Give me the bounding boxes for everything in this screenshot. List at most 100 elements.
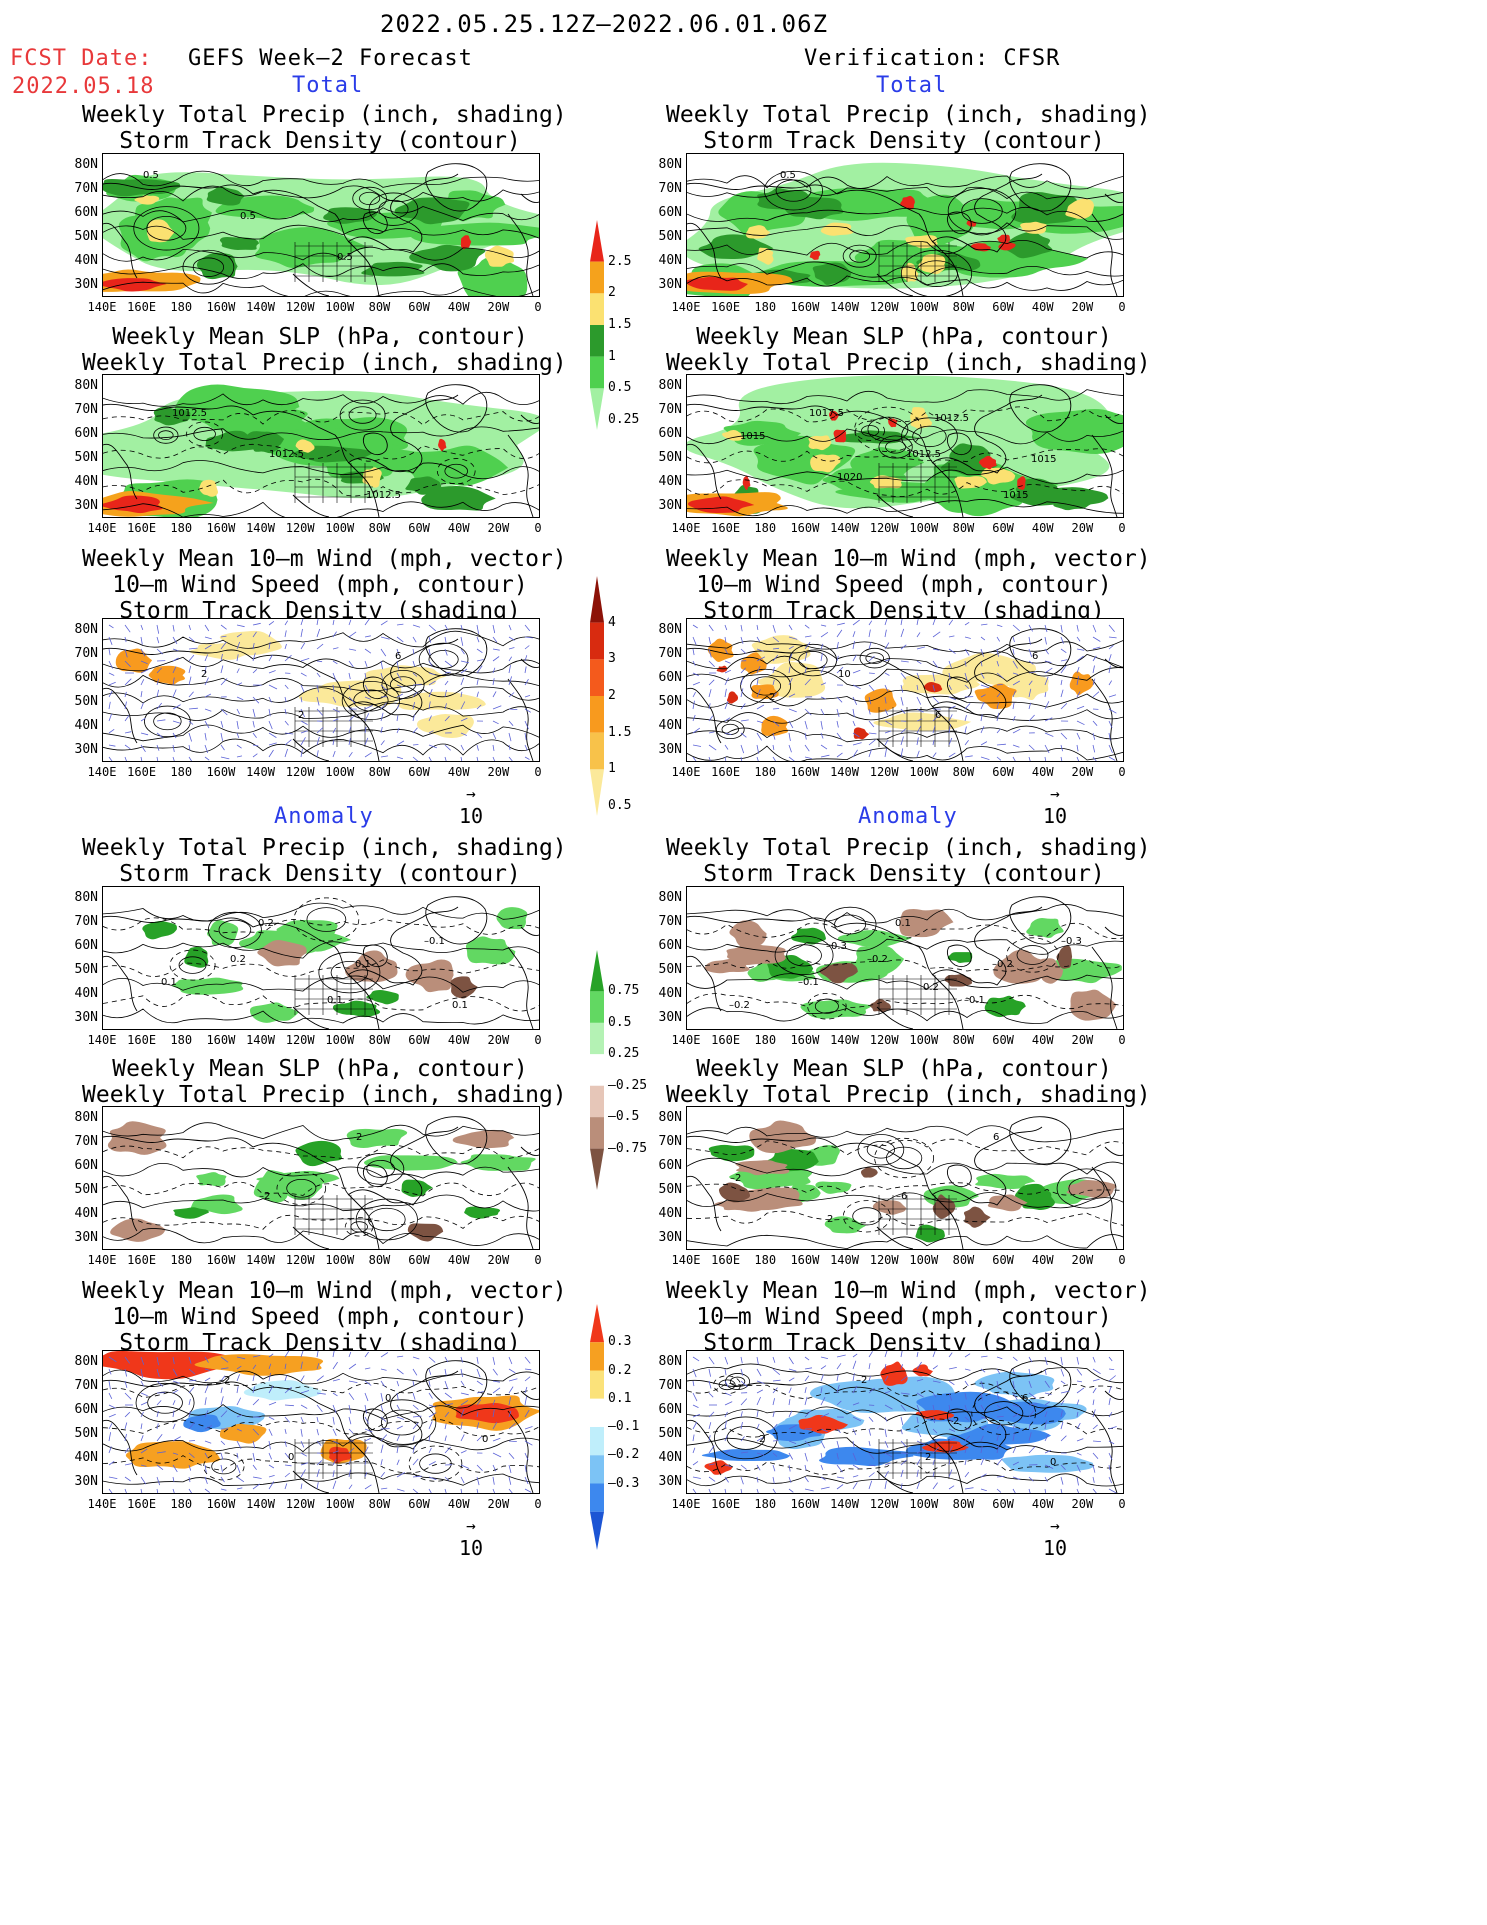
lon-tick: 140W <box>830 1497 859 1511</box>
contour-label: 0.5 <box>780 170 796 181</box>
gefs-anomaly-slp-map: –2 2 <box>102 1106 540 1250</box>
contour-label: 1015 <box>740 431 765 442</box>
lon-tick: 100W <box>909 300 939 314</box>
lon-tick: 180 <box>754 1497 777 1511</box>
contour-label: 1015 <box>1003 490 1028 501</box>
lon-tick: 20W <box>487 300 510 314</box>
colorbar-swatch <box>590 388 604 430</box>
lat-tick: 40N <box>658 1206 682 1221</box>
fcst-label: FCST Date: <box>10 46 153 71</box>
contour-label: 1020 <box>837 472 862 483</box>
lon-tick: 180 <box>170 1497 193 1511</box>
lat-tick: 50N <box>658 450 682 465</box>
lon-tick: 0 <box>1118 1253 1126 1267</box>
colorbar-swatch <box>590 1054 604 1086</box>
contour-label: 1012.5 <box>934 413 969 424</box>
lon-tick: 140W <box>830 765 859 779</box>
lon-tick: 40W <box>447 1497 470 1511</box>
lon-tick: 80W <box>952 1253 975 1267</box>
contour-label: 2 <box>953 1416 959 1427</box>
lat-tick: 70N <box>74 914 98 929</box>
lon-tick: 180 <box>754 765 777 779</box>
date-range: 2022.05.25.12Z–2022.06.01.06Z <box>380 10 829 38</box>
lat-tick: 60N <box>658 426 682 441</box>
lon-tick: 80W <box>368 765 391 779</box>
vector-reference: → 10 <box>458 784 484 828</box>
lon-tick: 20W <box>1071 1253 1094 1267</box>
lon-tick: 160W <box>206 1033 236 1047</box>
lon-tick: 80W <box>952 521 975 535</box>
contour-label: –2 <box>730 1173 741 1184</box>
vector-reference: → 10 <box>458 1516 484 1560</box>
panel-title: Weekly Mean SLP (hPa, contour) Weekly To… <box>82 1056 567 1108</box>
lat-tick: 80N <box>658 1354 682 1369</box>
colorbar-swatch <box>590 769 604 816</box>
lon-tick: 180 <box>754 300 777 314</box>
lat-tick: 60N <box>658 1402 682 1417</box>
lon-tick: 120W <box>285 300 315 314</box>
lat-tick: 30N <box>658 742 682 757</box>
lon-tick: 40W <box>1031 300 1054 314</box>
lat-tick: 40N <box>658 718 682 733</box>
lon-tick: 180 <box>754 1253 777 1267</box>
lon-tick: 80W <box>952 1033 975 1047</box>
lat-tick: 70N <box>658 1134 682 1149</box>
contour-label: 1017.5 <box>809 408 844 419</box>
cfsr-total-precip-map: 0.5 <box>686 153 1124 297</box>
lon-tick: 80W <box>368 300 391 314</box>
contour-label: –2 <box>856 1375 867 1386</box>
lon-tick: 40W <box>447 1253 470 1267</box>
lat-tick: 70N <box>74 1134 98 1149</box>
lon-tick: 20W <box>1071 765 1094 779</box>
gefs-total-precip-map: 0.5 0.5 0.5 <box>102 153 540 297</box>
colorbar-swatch <box>590 1022 604 1055</box>
gefs-anomaly-precip-map: 0.2 0.1 –0.1 0.1 0.2 0.1 0.1 <box>102 886 540 1030</box>
lon-tick: 140E <box>87 521 117 535</box>
lon-tick: 0 <box>1118 1497 1126 1511</box>
lon-tick: 60W <box>992 1497 1014 1511</box>
lat-tick: 30N <box>74 742 98 757</box>
panel-title: Weekly Mean SLP (hPa, contour) Weekly To… <box>666 1056 1151 1108</box>
contour-label: 1012.5 <box>269 449 304 460</box>
lat-tick: 50N <box>658 1182 682 1197</box>
lon-tick: 160W <box>790 521 820 535</box>
lon-tick: 180 <box>170 1033 193 1047</box>
lat-tick: 60N <box>74 1402 98 1417</box>
lon-tick: 160E <box>127 1253 157 1267</box>
colorbar-label: 0.25 <box>608 1046 640 1062</box>
contour-label: 0 <box>385 1393 391 1404</box>
colorbar-swatch <box>590 1342 604 1371</box>
lon-tick: 80W <box>952 1497 975 1511</box>
lon-tick: 20W <box>1071 1033 1094 1047</box>
contour-label: 1015 <box>1031 454 1056 465</box>
contour-label: 0 <box>482 1434 488 1445</box>
lon-tick: 140W <box>830 1033 859 1047</box>
lat-tick: 50N <box>658 962 682 977</box>
lat-tick: 40N <box>658 253 682 268</box>
contour-label: –0.1 <box>798 977 819 988</box>
colorbar-label: 0.5 <box>608 380 632 396</box>
lon-tick: 100W <box>325 1253 355 1267</box>
colorbar-swatch <box>590 696 604 733</box>
lon-tick: 60W <box>992 1033 1014 1047</box>
lon-tick: 0 <box>1118 1033 1126 1047</box>
colorbar-label: 0.5 <box>608 1014 632 1030</box>
lon-tick: 0 <box>1118 521 1126 535</box>
panel-title: Weekly Total Precip (inch, shading) Stor… <box>82 835 567 887</box>
lon-tick: 20W <box>487 1253 510 1267</box>
panel-title: Weekly Mean 10–m Wind (mph, vector) 10–m… <box>82 546 567 624</box>
lon-tick: 140E <box>87 300 117 314</box>
lon-tick: 140W <box>246 1253 275 1267</box>
lon-tick: 100W <box>325 1497 355 1511</box>
lon-tick: 180 <box>170 300 193 314</box>
lat-tick: 30N <box>74 1010 98 1025</box>
lon-tick: 160W <box>790 300 820 314</box>
lon-tick: 160E <box>711 1253 741 1267</box>
lat-tick: 40N <box>74 718 98 733</box>
lon-tick: 180 <box>754 1033 777 1047</box>
lat-tick: 40N <box>74 1450 98 1465</box>
contour-label: 6 <box>1032 651 1038 662</box>
lon-tick: 120W <box>869 1253 899 1267</box>
contour-label: 10 <box>838 669 851 680</box>
contour-label: 1012.5 <box>366 490 401 501</box>
